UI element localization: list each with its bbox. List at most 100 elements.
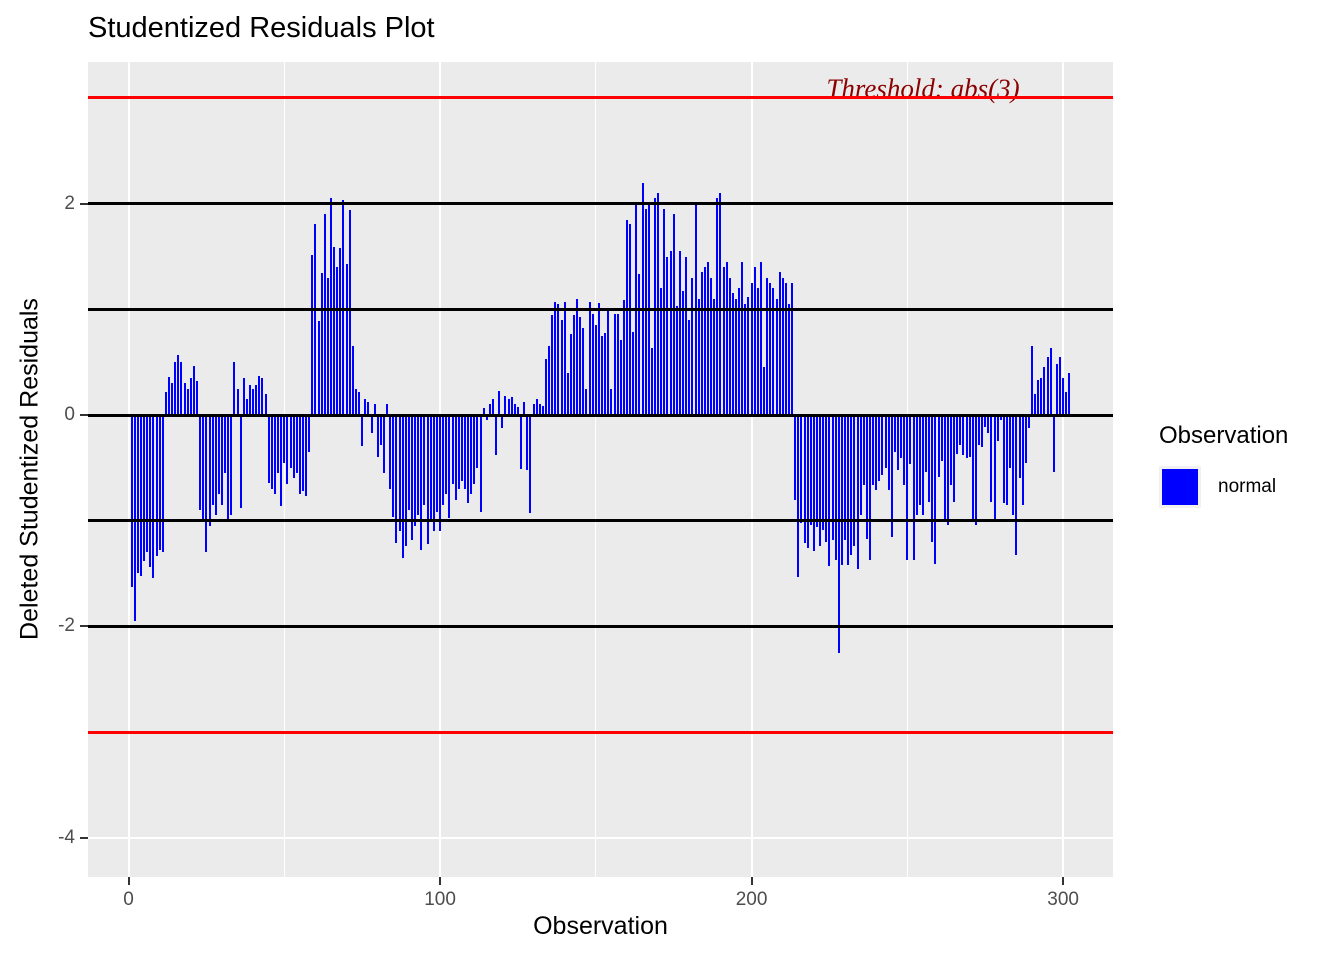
residual-bar — [750, 282, 753, 416]
residual-bar — [379, 415, 382, 445]
residual-bar — [925, 415, 928, 473]
residual-bar — [407, 415, 410, 511]
residual-bar — [242, 378, 245, 416]
residual-bar — [351, 346, 354, 416]
residual-bar — [1024, 415, 1027, 463]
x-tick-label: 300 — [1047, 889, 1079, 910]
residual-bar — [601, 335, 604, 416]
residual-bar — [323, 214, 326, 416]
residual-bar — [492, 399, 494, 416]
residual-bar — [414, 415, 417, 527]
residual-bar — [706, 261, 709, 416]
residual-bar — [382, 415, 385, 474]
residual-bar — [766, 277, 769, 416]
x-tick-label: 0 — [123, 889, 134, 910]
residual-bar — [171, 383, 174, 416]
residual-bar — [1046, 356, 1049, 416]
residual-bar — [220, 415, 223, 505]
residual-bar — [616, 313, 619, 416]
residual-bar — [174, 362, 177, 416]
residual-bar — [370, 415, 373, 434]
residual-bar — [183, 383, 186, 416]
residual-bar — [731, 293, 734, 416]
residual-bar — [915, 415, 918, 516]
residual-bar — [921, 415, 924, 516]
residual-bar — [164, 391, 167, 416]
reference-line — [88, 519, 1113, 523]
residual-bar — [398, 415, 401, 532]
residual-bar — [678, 251, 681, 416]
residual-bar — [1018, 415, 1021, 479]
residual-bar — [722, 267, 725, 416]
residual-bar — [1009, 415, 1012, 468]
residual-bar — [769, 282, 772, 416]
residual-bar — [510, 397, 513, 416]
residual-bar — [1021, 415, 1024, 505]
residual-bar — [548, 346, 551, 416]
residual-bar — [728, 277, 731, 416]
residual-bar — [320, 273, 323, 416]
residual-bar — [965, 415, 968, 459]
residual-bar — [644, 208, 647, 416]
residual-bar — [940, 415, 943, 461]
threshold-line — [88, 96, 1113, 100]
residual-bar — [682, 291, 685, 416]
residual-bar — [339, 248, 342, 416]
residual-bar — [937, 415, 940, 478]
residual-bar — [336, 267, 339, 416]
residual-bar — [273, 415, 276, 495]
residual-bar — [482, 407, 485, 416]
residual-bar — [604, 332, 607, 416]
residual-bar — [227, 415, 230, 521]
gridline-horizontal-major — [88, 836, 1113, 839]
residual-bar — [342, 200, 345, 416]
residual-bar — [277, 415, 280, 474]
residual-bar — [270, 415, 273, 490]
residual-bar — [900, 415, 903, 459]
residual-bar — [959, 415, 962, 445]
residual-bar — [803, 415, 806, 543]
gridline-vertical-minor — [283, 62, 285, 877]
residual-bar — [650, 348, 653, 416]
residual-bar — [822, 415, 825, 531]
residual-bar — [797, 415, 800, 577]
residual-bar — [373, 404, 376, 416]
residual-bar — [177, 354, 180, 416]
residual-bar — [554, 301, 557, 416]
residual-bar — [909, 415, 912, 464]
residual-bar — [317, 320, 320, 416]
residual-bar — [825, 415, 828, 542]
residual-bar — [152, 415, 155, 578]
residual-bar — [744, 304, 747, 416]
residual-bar — [890, 415, 893, 537]
residual-bar — [999, 415, 1002, 421]
residual-bar — [202, 415, 205, 521]
residual-bar — [395, 415, 398, 543]
residual-bar — [1049, 348, 1052, 416]
residual-bar — [301, 415, 304, 492]
residual-bar — [473, 415, 476, 484]
residual-bar — [1065, 391, 1068, 416]
residual-bar — [411, 415, 413, 540]
residual-bar — [386, 404, 389, 416]
residual-bar — [607, 308, 610, 416]
residual-bar — [361, 415, 364, 446]
x-axis-title: Observation — [533, 912, 668, 940]
residual-bar — [622, 299, 625, 416]
residual-bar — [289, 415, 292, 468]
gridline-vertical-major — [1062, 62, 1065, 877]
residual-bar — [812, 415, 815, 552]
residual-bar — [286, 415, 289, 484]
residual-bar — [295, 415, 298, 474]
residual-bar — [868, 415, 871, 560]
residual-bar — [753, 267, 756, 416]
residual-bar — [1068, 372, 1071, 416]
residual-bar — [906, 415, 909, 560]
residual-bar — [236, 388, 239, 416]
residual-bar — [143, 415, 146, 561]
x-tick-label: 100 — [424, 889, 456, 910]
residual-bar — [139, 415, 142, 576]
residual-bar — [897, 415, 900, 470]
residual-bar — [784, 282, 787, 416]
residual-bar — [551, 314, 554, 416]
